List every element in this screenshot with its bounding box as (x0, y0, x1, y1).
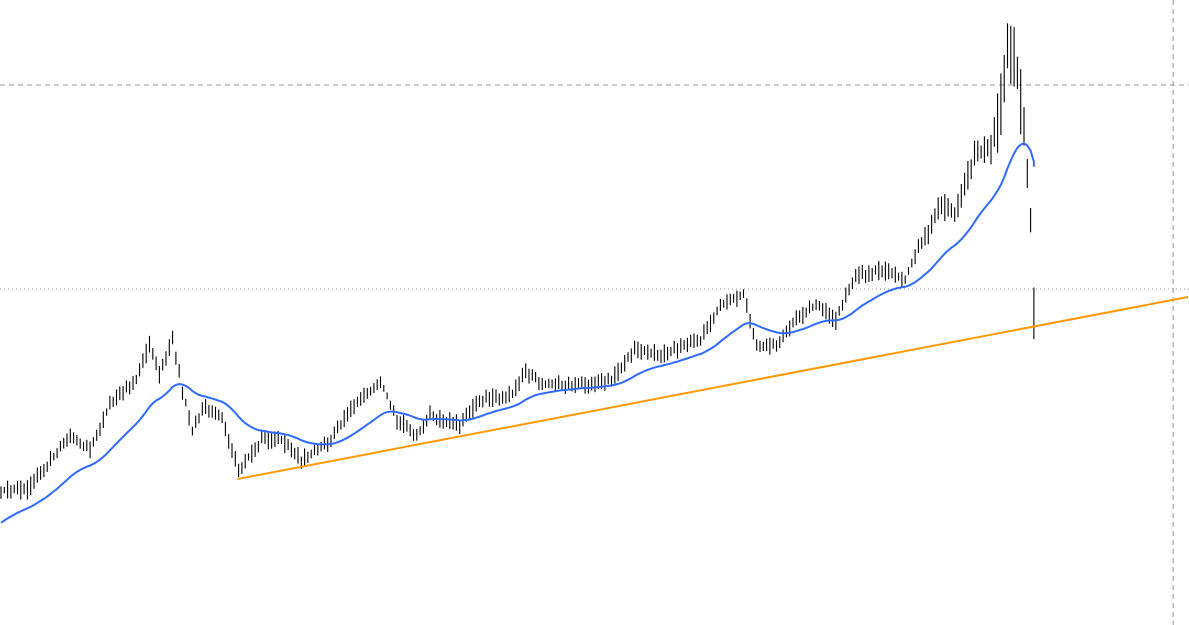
moving-average-line (0, 142, 1035, 524)
trendline (237, 296, 1189, 480)
overlays (0, 142, 1189, 524)
ohlc-bars (0, 23, 1035, 500)
